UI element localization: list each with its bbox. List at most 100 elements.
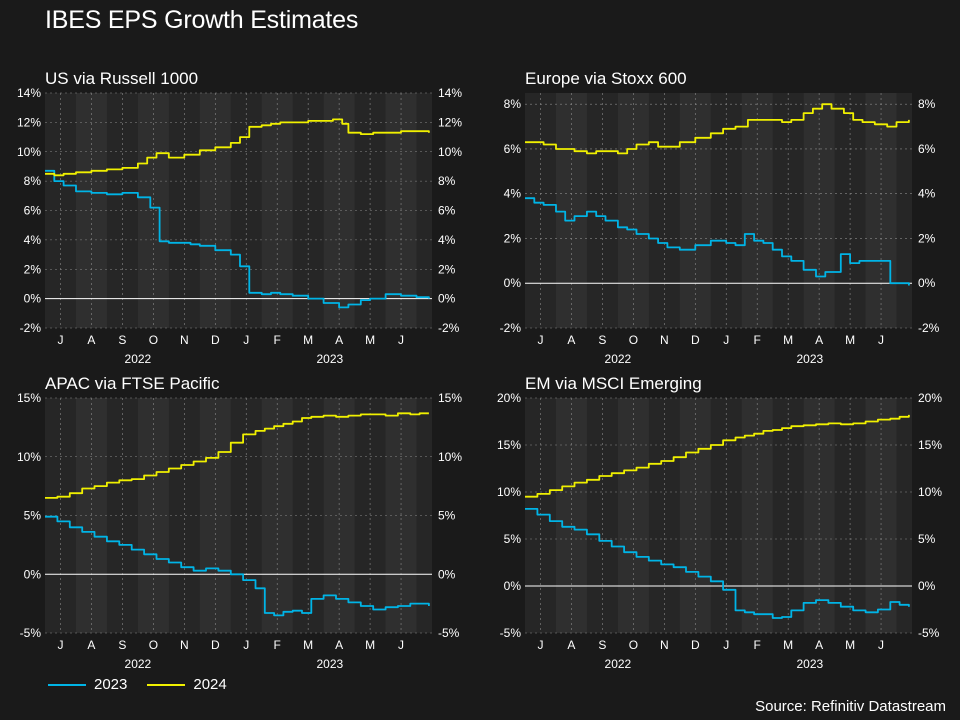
x-month-label: J <box>57 333 63 347</box>
x-month-label: S <box>118 333 126 347</box>
x-month-label: F <box>754 333 761 347</box>
y-tick-label-left: 10% <box>497 485 521 499</box>
y-tick-label-right: 14% <box>438 86 462 100</box>
x-year-label: 2022 <box>125 657 152 671</box>
y-tick-label-left: 5% <box>504 532 522 546</box>
y-tick-label-left: -5% <box>500 626 522 640</box>
x-month-label: J <box>243 333 249 347</box>
y-tick-label-left: 14% <box>17 86 41 100</box>
x-month-label: D <box>691 333 700 347</box>
x-year-label: 2022 <box>125 352 152 366</box>
x-month-label: F <box>274 333 281 347</box>
x-month-label: A <box>815 333 823 347</box>
legend-item-2024: 2024 <box>147 676 227 693</box>
series-line-2023 <box>45 169 430 309</box>
series-line-2024 <box>525 103 910 155</box>
legend-item-2023: 2023 <box>48 676 127 693</box>
x-month-label: S <box>598 333 606 347</box>
y-tick-label-right: 0% <box>918 276 936 290</box>
x-month-label: F <box>274 638 281 652</box>
y-tick-label-left: 5% <box>24 509 42 523</box>
y-tick-label-right: 8% <box>438 174 456 188</box>
x-month-label: M <box>845 333 855 347</box>
y-tick-label-right: 5% <box>438 509 456 523</box>
y-tick-label-right: 2% <box>438 262 456 276</box>
y-tick-label-left: -5% <box>20 626 42 640</box>
x-month-label: O <box>149 638 158 652</box>
x-month-label: J <box>398 333 404 347</box>
x-month-label: M <box>365 333 375 347</box>
y-tick-label-right: 10% <box>438 450 462 464</box>
y-tick-label-right: 10% <box>918 485 942 499</box>
panel-title: APAC via FTSE Pacific <box>45 374 220 393</box>
y-tick-label-left: 6% <box>24 204 42 218</box>
x-year-label: 2023 <box>796 657 823 671</box>
y-tick-label-right: 20% <box>918 391 942 405</box>
y-tick-label-left: 2% <box>504 231 522 245</box>
y-tick-label-right: 6% <box>918 142 936 156</box>
y-tick-label-right: 4% <box>918 187 936 201</box>
x-month-label: N <box>180 333 189 347</box>
x-month-label: O <box>149 333 158 347</box>
series-line-2024 <box>525 414 910 498</box>
y-tick-label-right: 12% <box>438 115 462 129</box>
panel-title: US via Russell 1000 <box>45 69 198 88</box>
x-month-label: M <box>365 638 375 652</box>
y-tick-label-right: -5% <box>918 626 940 640</box>
x-month-label: A <box>335 333 343 347</box>
x-month-label: S <box>598 638 606 652</box>
x-year-label: 2023 <box>316 657 343 671</box>
x-month-label: N <box>180 638 189 652</box>
x-year-label: 2023 <box>796 352 823 366</box>
plot-area <box>525 398 912 633</box>
x-month-label: N <box>660 333 669 347</box>
y-tick-label-left: 0% <box>24 567 42 581</box>
x-month-label: A <box>815 638 823 652</box>
y-tick-label-left: 4% <box>504 187 522 201</box>
x-month-label: A <box>567 333 575 347</box>
legend-label-2023: 2023 <box>94 676 128 693</box>
y-tick-label-left: 4% <box>24 233 42 247</box>
chart-apac-ftse-pacific: APAC via FTSE Pacific 15% 15% 10% 10% 5% 5% 0% 0… <box>17 374 462 671</box>
x-year-label: 2023 <box>316 352 343 366</box>
y-tick-label-left: 10% <box>17 145 41 159</box>
x-month-label: D <box>691 638 700 652</box>
x-month-label: M <box>303 638 313 652</box>
y-tick-label-right: -5% <box>438 626 460 640</box>
y-tick-label-left: 2% <box>24 262 42 276</box>
x-month-label: O <box>629 638 638 652</box>
y-tick-label-right: 0% <box>918 579 936 593</box>
y-tick-label-left: -2% <box>500 321 522 335</box>
x-year-label: 2022 <box>605 657 632 671</box>
x-month-label: M <box>845 638 855 652</box>
x-month-label: M <box>783 638 793 652</box>
x-month-label: J <box>723 333 729 347</box>
y-tick-label-left: 10% <box>17 450 41 464</box>
x-month-label: J <box>723 638 729 652</box>
source-note: Source: Refinitiv Datastream <box>755 698 946 715</box>
x-month-label: A <box>335 638 343 652</box>
y-tick-label-right: 0% <box>438 567 456 581</box>
series-line-2023 <box>45 515 430 617</box>
y-tick-label-left: 12% <box>17 115 41 129</box>
x-month-label: A <box>87 333 95 347</box>
x-month-label: O <box>629 333 638 347</box>
x-month-label: J <box>537 638 543 652</box>
y-tick-label-left: 6% <box>504 142 522 156</box>
y-tick-label-left: 20% <box>497 391 521 405</box>
x-month-label: S <box>118 638 126 652</box>
y-tick-label-right: 15% <box>918 438 942 452</box>
y-tick-label-right: 8% <box>918 97 936 111</box>
y-tick-label-left: 8% <box>24 174 42 188</box>
plot-area <box>45 93 432 328</box>
panel-title: EM via MSCI Emerging <box>525 374 702 393</box>
y-tick-label-right: -2% <box>918 321 940 335</box>
x-month-label: D <box>211 638 220 652</box>
y-tick-label-right: 6% <box>438 204 456 218</box>
x-month-label: A <box>87 638 95 652</box>
x-month-label: J <box>243 638 249 652</box>
x-month-label: J <box>537 333 543 347</box>
plot-area <box>525 93 912 328</box>
y-tick-label-left: 0% <box>504 579 522 593</box>
